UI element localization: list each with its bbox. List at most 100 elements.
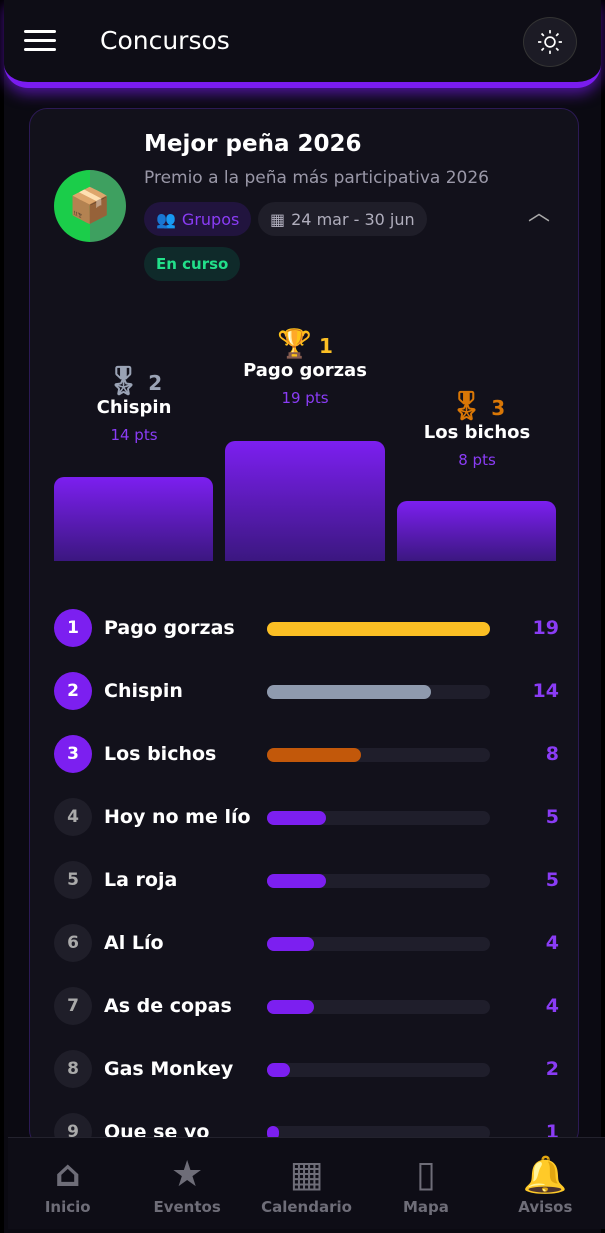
nav-avisos[interactable]: 🔔 Avisos [486, 1138, 605, 1229]
podium-rank: 2 [148, 371, 163, 395]
podium-rank: 1 [318, 334, 333, 358]
podium-name: Pago gorzas [243, 360, 367, 381]
contest-image: 📦 [54, 170, 126, 242]
podium-points: 19 pts [281, 389, 329, 407]
progress-fill [267, 811, 326, 825]
progress-fill [267, 874, 326, 888]
team-points: 19 [532, 617, 559, 639]
podium-first: 🏆 1 Pago gorzas 19 pts [225, 327, 385, 407]
progress-track [267, 937, 490, 951]
progress-fill [267, 1063, 291, 1077]
calendar-icon: ▦ [289, 1154, 324, 1195]
team-points: 8 [545, 743, 559, 765]
ranking-row[interactable]: 7 As de copas 4 [54, 987, 559, 1027]
ranking-row[interactable]: 8 Gas Monkey 2 [54, 1050, 559, 1090]
progress-track [267, 748, 490, 762]
medal-icon: 🎖 [448, 389, 485, 422]
progress-fill [267, 1000, 315, 1014]
team-points: 5 [545, 869, 559, 891]
dates-badge: ▦ 24 mar - 30 jun [258, 202, 427, 236]
progress-fill [267, 937, 315, 951]
podium-name: Chispin [96, 397, 172, 418]
rank-badge: 7 [54, 987, 92, 1025]
nav-label: Mapa [402, 1198, 449, 1216]
bell-icon: 🔔 [522, 1155, 568, 1196]
type-badge: 👥 Grupos [144, 202, 252, 236]
progress-track [267, 622, 490, 636]
ranking-row[interactable]: 6 Al Lío 4 [54, 924, 559, 964]
progress-track [267, 685, 490, 699]
progress-fill [267, 1126, 279, 1140]
team-name: Chispin [104, 680, 183, 702]
podium-bar-third [397, 501, 556, 561]
ranking-row[interactable]: 4 Hoy no me lío 5 [54, 798, 559, 838]
rank-badge: 4 [54, 798, 92, 836]
type-label: Grupos [181, 209, 240, 229]
ranking-row[interactable]: 2 Chispin 14 [54, 672, 559, 712]
nav-calendario[interactable]: ▦ Calendario [247, 1138, 366, 1229]
team-name: Gas Monkey [104, 1058, 234, 1080]
rank-badge: 2 [54, 672, 92, 710]
podium-points: 14 pts [110, 426, 158, 444]
podium-rank: 3 [491, 396, 506, 420]
contest-card: 📦 Mejor peña 2026 Premio a la peña más p… [29, 108, 579, 1148]
rank-badge: 6 [54, 924, 92, 962]
contest-subtitle: Premio a la peña más participativa 2026 [144, 168, 489, 188]
team-points: 4 [545, 995, 559, 1017]
page-title: Concursos [100, 26, 230, 55]
progress-fill [267, 622, 490, 636]
podium-bar-second [54, 477, 213, 561]
rank-badge: 3 [54, 735, 92, 773]
podium-bar-first [225, 441, 385, 561]
nav-label: Avisos [518, 1198, 573, 1216]
chevron-up-icon[interactable]: ︿ [528, 201, 551, 226]
progress-track [267, 811, 490, 825]
menu-icon[interactable] [24, 30, 56, 52]
progress-track [267, 1000, 490, 1014]
progress-fill [267, 748, 361, 762]
team-name: As de copas [104, 995, 232, 1017]
dates-label: 24 mar - 30 jun [291, 209, 415, 229]
podium-third: 🎖 3 Los bichos 8 pts [397, 389, 557, 469]
calendar-icon: ▦ [270, 209, 286, 229]
team-name: La roja [104, 869, 178, 891]
theme-toggle-button[interactable] [523, 17, 577, 67]
ranking-row[interactable]: 1 Pago gorzas 19 [54, 609, 559, 649]
ranking-row[interactable]: 3 Los bichos 8 [54, 735, 559, 775]
medal-icon: 🎖 [105, 364, 142, 397]
ranking-row[interactable]: 5 La roja 5 [54, 861, 559, 901]
status-badge: En curso [144, 247, 241, 281]
progress-track [267, 1063, 490, 1077]
nav-eventos[interactable]: ★ Eventos [127, 1138, 246, 1229]
team-points: 14 [532, 680, 559, 702]
progress-fill [267, 685, 432, 699]
rank-badge: 8 [54, 1050, 92, 1088]
team-points: 5 [545, 806, 559, 828]
rank-badge: 1 [54, 609, 92, 647]
podium-name: Los bichos [423, 422, 531, 443]
app-header: Concursos [4, 0, 601, 88]
progress-track [267, 1126, 490, 1140]
nav-mapa[interactable]: ▯ Mapa [366, 1138, 485, 1229]
star-icon: ★ [170, 1154, 204, 1195]
trophy-icon: 🏆 [277, 327, 312, 360]
nav-label: Calendario [261, 1198, 352, 1216]
team-points: 2 [545, 1058, 559, 1080]
podium-second: 🎖 2 Chispin 14 pts [54, 364, 214, 444]
nav-inicio[interactable]: ⌂ Inicio [8, 1138, 127, 1229]
team-name: Pago gorzas [104, 617, 235, 639]
team-name: Al Lío [104, 932, 164, 954]
map-icon: ▯ [416, 1154, 436, 1195]
team-name: Hoy no me lío [104, 806, 251, 828]
contest-title: Mejor peña 2026 [144, 131, 362, 157]
progress-track [267, 874, 490, 888]
users-icon: 👥 [156, 209, 176, 229]
app-frame: Concursos 📦 Mejor peña 2026 Premio a la … [4, 0, 605, 1233]
team-points: 4 [545, 932, 559, 954]
podium-points: 8 pts [458, 451, 496, 469]
home-icon: ⌂ [54, 1154, 81, 1195]
rank-badge: 5 [54, 861, 92, 899]
sun-icon [538, 30, 562, 54]
nav-label: Inicio [44, 1198, 91, 1216]
nav-label: Eventos [153, 1198, 221, 1216]
